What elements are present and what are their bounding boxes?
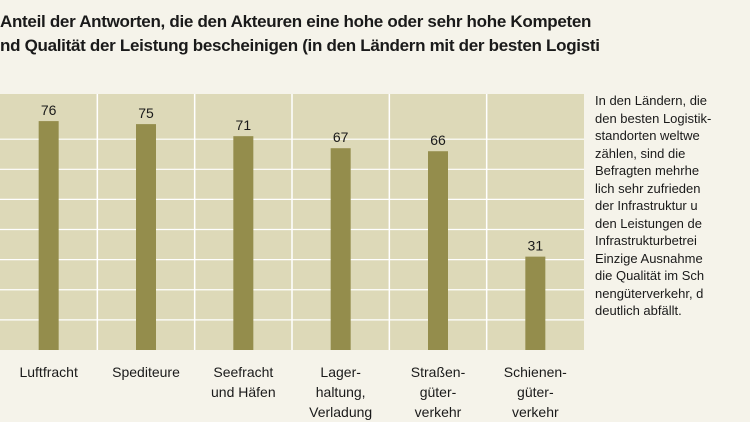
category-label: Seefracht bbox=[213, 364, 273, 380]
category-label: Verladung bbox=[309, 404, 372, 420]
side-line: deutlich abfällt. bbox=[595, 303, 682, 318]
data-label: 71 bbox=[236, 117, 252, 133]
side-line: standorten weltwe bbox=[595, 128, 700, 143]
side-description: In den Ländern, die den besten Logistik-… bbox=[595, 92, 750, 320]
bar bbox=[525, 256, 546, 350]
side-line: Befragten mehrhe bbox=[595, 163, 700, 178]
category-label: Lager- bbox=[320, 364, 361, 380]
category-label: verkehr bbox=[512, 404, 559, 420]
side-line: zählen, sind die bbox=[595, 145, 686, 161]
title-line-2: nd Qualität der Leistung bescheinigen (i… bbox=[0, 36, 600, 55]
category-label: Straßen- bbox=[411, 364, 466, 380]
side-line: In den Ländern, die bbox=[595, 93, 708, 108]
data-label: 75 bbox=[138, 105, 154, 121]
category-label: haltung, bbox=[316, 384, 366, 400]
side-line: den besten Logistik- bbox=[595, 110, 712, 126]
category-label: Luftfracht bbox=[19, 364, 77, 380]
side-line: lich sehr zufrieden bbox=[595, 180, 701, 196]
category-label: Schienen- bbox=[504, 364, 567, 380]
side-line: der Infrastruktur u bbox=[595, 198, 698, 213]
title-line-1: Anteil der Antworten, die den Akteuren e… bbox=[0, 12, 592, 31]
bar bbox=[330, 148, 351, 350]
side-line: die Qualität im Sch bbox=[595, 268, 705, 283]
bar bbox=[38, 121, 59, 350]
category-label: güter- bbox=[517, 384, 554, 400]
bar bbox=[233, 136, 254, 350]
side-line: Infrastrukturbetrei bbox=[595, 233, 697, 248]
category-label: verkehr bbox=[415, 404, 462, 420]
category-label: Spediteure bbox=[112, 364, 180, 380]
data-label: 31 bbox=[528, 238, 544, 254]
category-label: und Häfen bbox=[211, 384, 276, 400]
side-line: Einzige Ausnahme bbox=[595, 250, 703, 266]
data-label: 76 bbox=[41, 102, 57, 118]
category-label: güter- bbox=[420, 384, 457, 400]
side-line: den Leistungen de bbox=[595, 215, 702, 231]
bar bbox=[136, 124, 156, 350]
bar bbox=[428, 151, 448, 350]
data-label: 67 bbox=[333, 129, 349, 145]
side-line: nengüterverkehr, d bbox=[595, 285, 704, 301]
data-label: 66 bbox=[430, 132, 446, 148]
chart-title: Anteil der Antworten, die den Akteuren e… bbox=[0, 10, 750, 58]
